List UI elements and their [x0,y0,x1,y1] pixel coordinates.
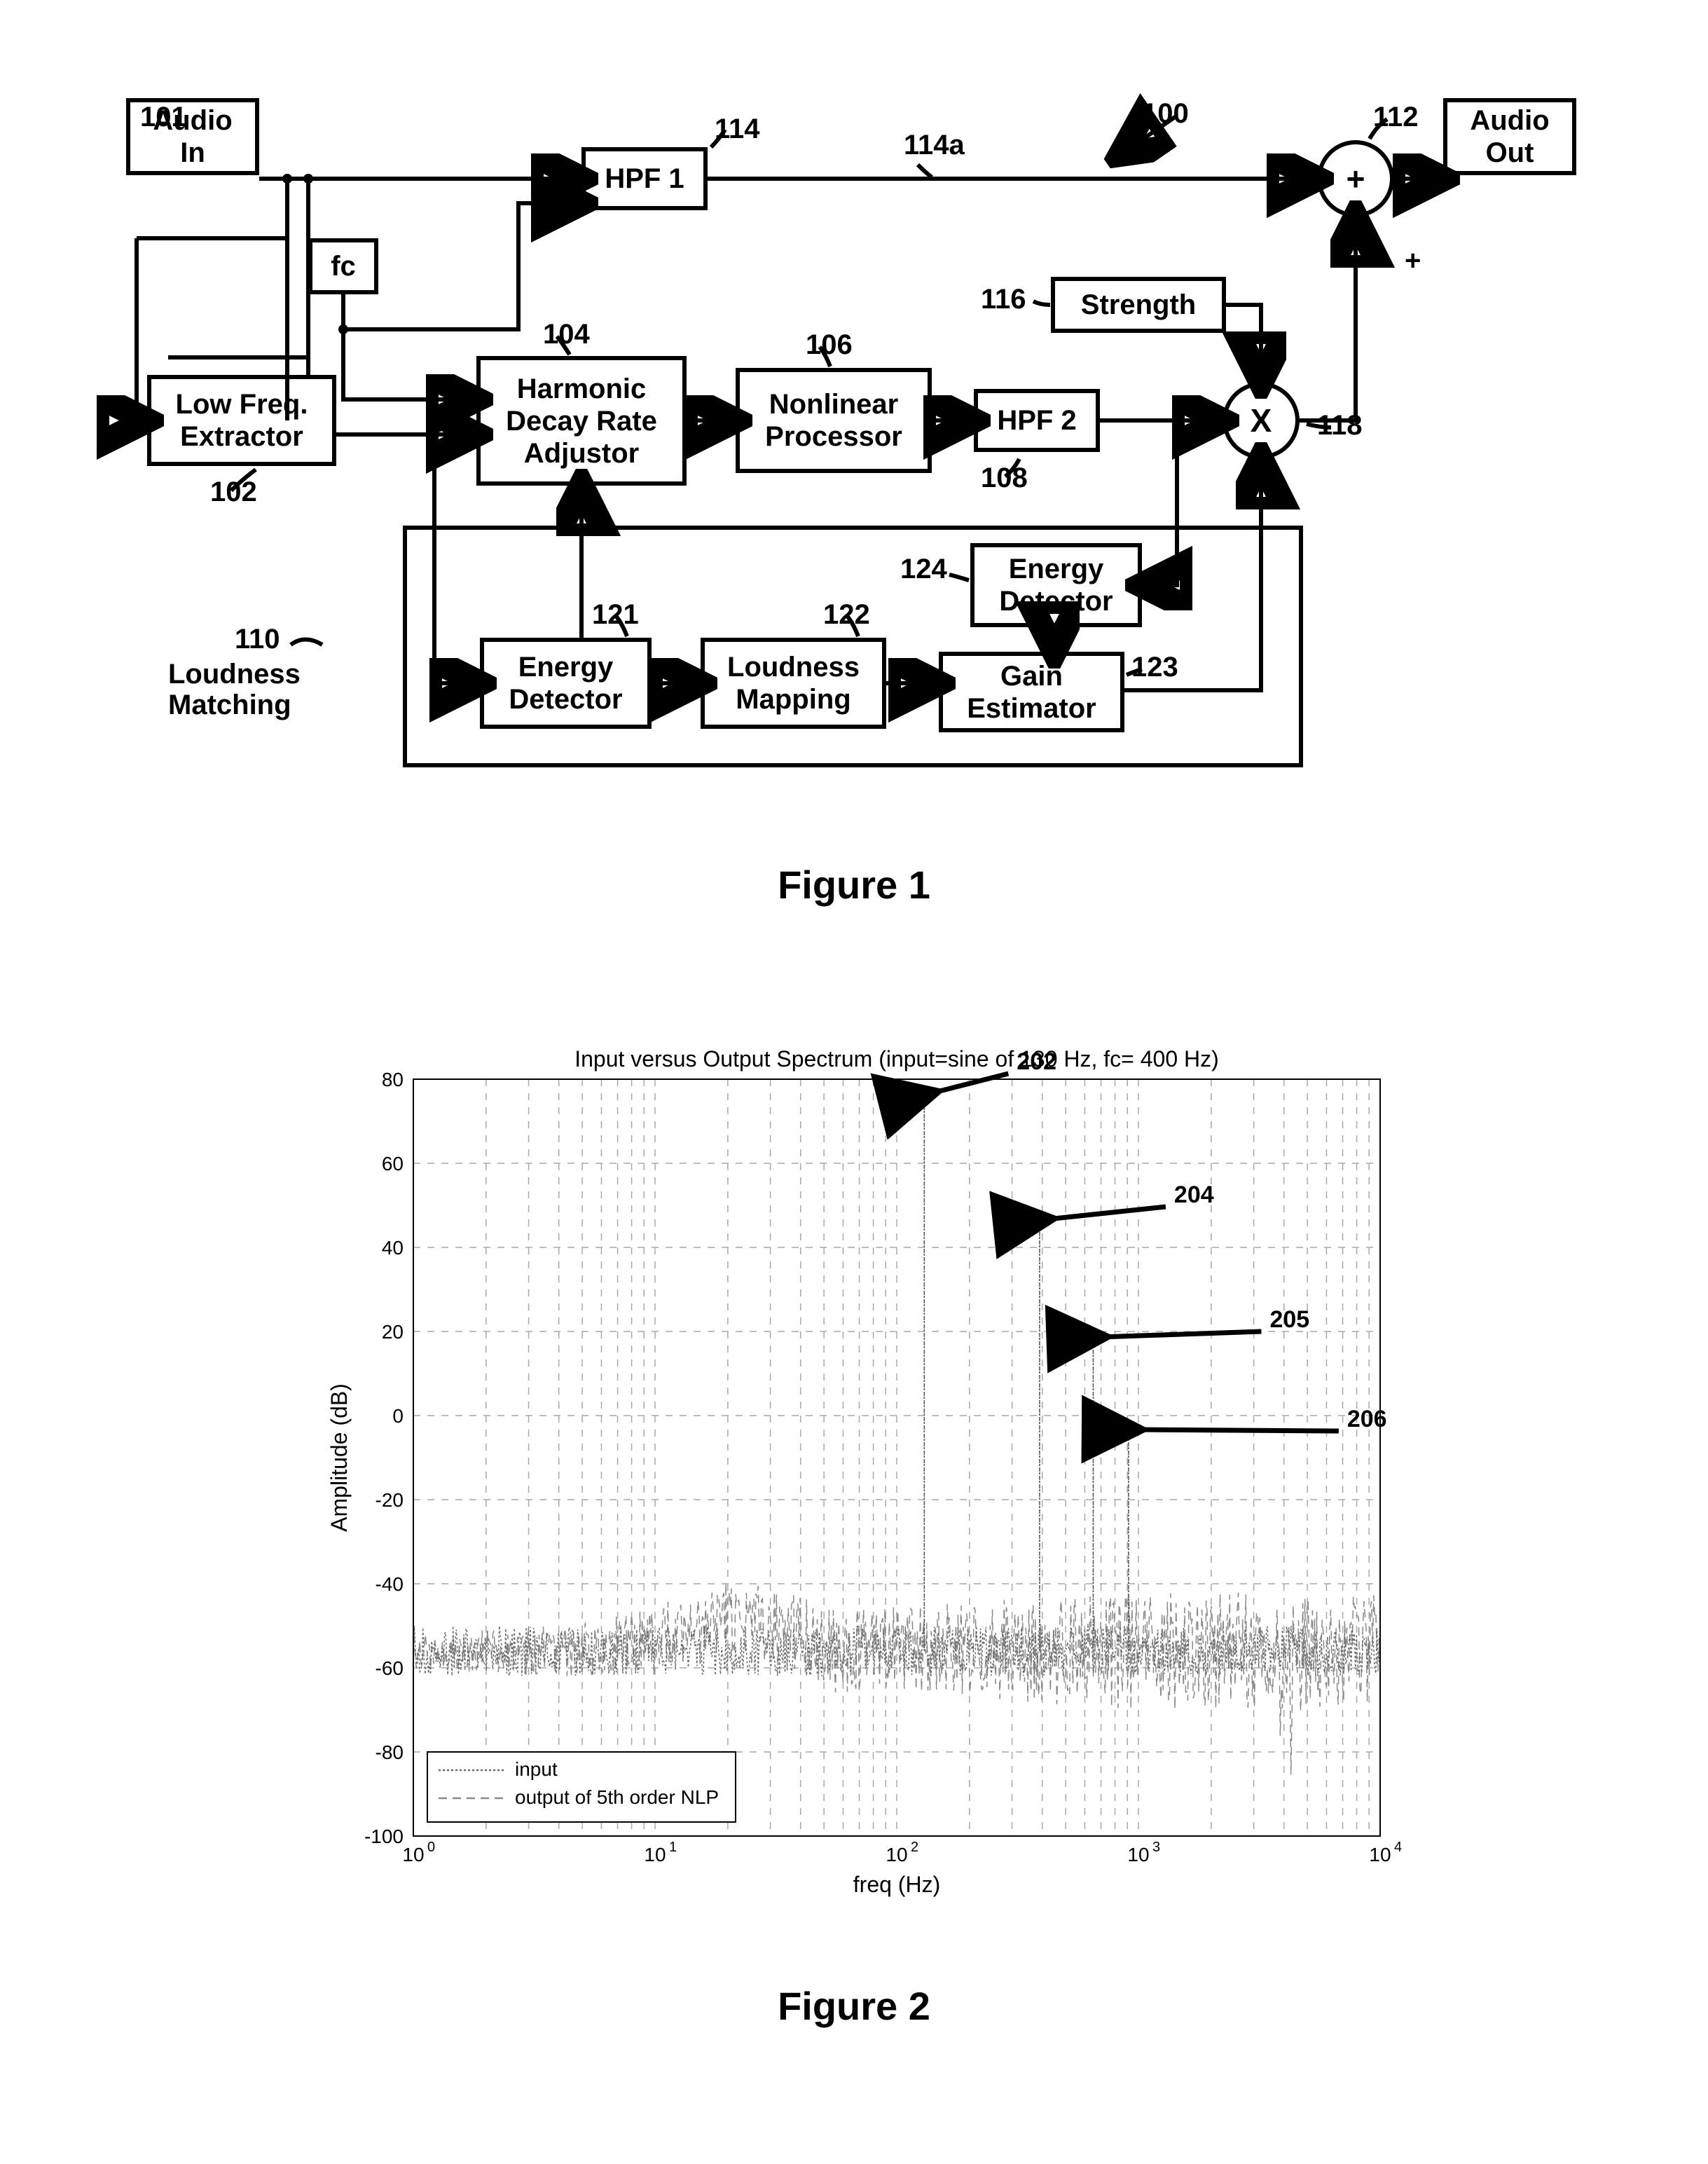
page: AudioIn 101 fc Low Freq.Extractor 102 Ha… [0,0,1708,2164]
svg-text:-20: -20 [376,1489,404,1511]
svg-text:10: 10 [644,1844,666,1865]
svg-text:-40: -40 [376,1573,404,1595]
svg-text:10: 10 [1127,1844,1149,1865]
svg-text:60: 60 [382,1153,404,1175]
svg-text:1: 1 [669,1840,677,1855]
svg-text:freq (Hz): freq (Hz) [853,1872,940,1897]
svg-text:output of 5th order NLP: output of 5th order NLP [515,1786,719,1808]
svg-text:0: 0 [427,1840,435,1855]
svg-text:-60: -60 [376,1657,404,1679]
svg-text:40: 40 [382,1237,404,1259]
svg-text:3: 3 [1152,1840,1160,1855]
svg-text:4: 4 [1394,1840,1402,1855]
svg-text:20: 20 [382,1321,404,1343]
svg-text:2: 2 [911,1840,918,1855]
svg-text:Amplitude (dB): Amplitude (dB) [326,1383,352,1532]
svg-text:-100: -100 [364,1826,404,1847]
figure-2-caption: Figure 2 [0,1983,1708,2029]
figure-1-block-diagram: AudioIn 101 fc Low Freq.Extractor 102 Ha… [126,98,1583,813]
svg-text:206: 206 [1347,1406,1387,1432]
svg-text:202: 202 [1017,1048,1056,1075]
svg-text:10: 10 [1369,1844,1391,1865]
svg-text:-80: -80 [376,1741,404,1763]
svg-text:0: 0 [392,1405,404,1427]
svg-text:input: input [515,1758,558,1780]
svg-text:204: 204 [1174,1182,1214,1208]
svg-text:205: 205 [1269,1306,1309,1333]
figure-1-caption: Figure 1 [0,862,1708,908]
svg-text:10: 10 [886,1844,907,1865]
svg-text:Input versus Output Spectrum (: Input versus Output Spectrum (input=sine… [574,1046,1219,1071]
svg-text:80: 80 [382,1069,404,1090]
figure-2-chart: -100-80-60-40-20020406080100101102103104… [294,1037,1415,1948]
svg-text:10: 10 [402,1844,424,1865]
fig1-wires-2 [126,98,1583,813]
chart-svg: -100-80-60-40-20020406080100101102103104… [294,1037,1415,1948]
